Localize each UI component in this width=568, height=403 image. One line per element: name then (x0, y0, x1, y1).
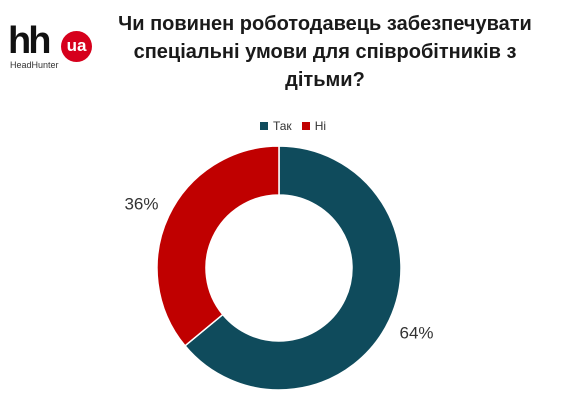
legend-label-tak: Так (272, 119, 292, 133)
logo-wordmark: hh (8, 20, 51, 62)
legend-swatch-tak (259, 122, 268, 130)
chart-title: Чи повинен роботодавець забезпечувати сп… (100, 10, 550, 94)
chart-legend: Так Ні (0, 118, 568, 134)
headhunter-logo: hh ua HeadHunter (6, 22, 96, 78)
donut-slice-ni (156, 145, 280, 347)
chart-title-line-3: дітьми? (285, 69, 365, 91)
legend-swatch-ni (301, 122, 310, 130)
logo-subtitle: HeadHunter (10, 60, 59, 70)
legend-label-ni: Ні (314, 119, 327, 133)
data-label-tak: 64% (400, 324, 434, 343)
donut-slice-tak (183, 145, 402, 391)
logo-badge: ua (61, 31, 92, 62)
legend-item-tak: Так (259, 118, 292, 134)
chart-title-line-1: Чи повинен роботодавець забезпечувати (118, 13, 532, 35)
data-label-ni: 36% (124, 194, 158, 213)
legend-item-ni: Ні (301, 118, 327, 134)
chart-title-line-2: спеціальні умови для співробітників з (133, 41, 517, 63)
